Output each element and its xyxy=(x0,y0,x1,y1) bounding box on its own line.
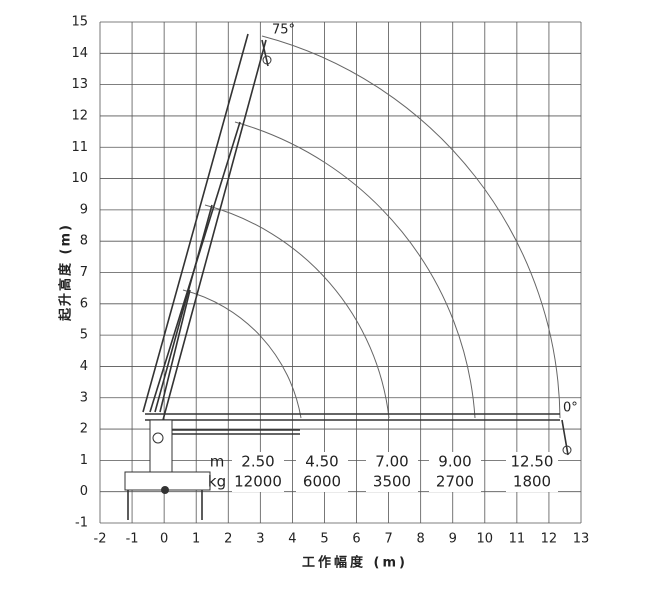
y-tick-label: 4 xyxy=(80,359,88,374)
load-cell: 2700 xyxy=(436,473,474,491)
x-tick-label: 5 xyxy=(320,532,328,547)
y-tick-label: 10 xyxy=(71,171,88,186)
y-axis-label: 起升高度 (m) xyxy=(58,223,74,322)
x-axis-label: 工作幅度 (m) xyxy=(302,555,408,571)
row-label: kg xyxy=(208,473,226,491)
x-tick-label: 2 xyxy=(224,532,232,547)
y-tick-label: 11 xyxy=(71,140,88,155)
y-tick-label: 1 xyxy=(80,453,88,468)
x-tick-label: 1 xyxy=(192,532,200,547)
radius-cell: 2.50 xyxy=(241,453,274,471)
cell-bg xyxy=(506,452,558,492)
y-tick-label: 13 xyxy=(71,77,88,92)
annotation: 75° xyxy=(272,23,295,38)
y-tick-label: 0 xyxy=(80,484,88,499)
row-label: m xyxy=(210,453,225,471)
load-cell: 1800 xyxy=(513,473,551,491)
x-tick-label: 11 xyxy=(509,532,526,547)
y-tick-label: 9 xyxy=(80,202,88,217)
load-cell: 6000 xyxy=(303,473,341,491)
x-tick-label: -2 xyxy=(94,532,107,547)
y-tick-label: 15 xyxy=(71,15,88,30)
y-tick-label: 7 xyxy=(80,265,88,280)
x-tick-label: 10 xyxy=(477,532,494,547)
cell-bg xyxy=(366,452,418,492)
x-tick-label: 7 xyxy=(384,532,392,547)
boom-drawing xyxy=(124,33,572,520)
x-tick-label: 3 xyxy=(256,532,264,547)
load-cell: 3500 xyxy=(373,473,411,491)
radius-cell: 7.00 xyxy=(375,453,408,471)
y-tick-label: 14 xyxy=(71,46,88,61)
radius-cell: 4.50 xyxy=(305,453,338,471)
x-tick-label: 4 xyxy=(288,532,296,547)
x-tick-label: 13 xyxy=(573,532,590,547)
x-tick-label: 6 xyxy=(352,532,360,547)
y-tick-label: 8 xyxy=(80,234,88,249)
x-tick-label: 0 xyxy=(160,532,168,547)
x-tick-label: 12 xyxy=(541,532,558,547)
x-tick-label: 8 xyxy=(417,532,425,547)
load-cell: 12000 xyxy=(234,473,282,491)
y-tick-label: 3 xyxy=(80,390,88,405)
cell-bg xyxy=(429,452,481,492)
radius-cell: 9.00 xyxy=(438,453,471,471)
y-tick-label: -1 xyxy=(75,516,88,531)
y-tick-label: 5 xyxy=(80,328,88,343)
annotation: 0° xyxy=(563,401,578,416)
cell-bg xyxy=(232,452,284,492)
y-tick-label: 6 xyxy=(80,296,88,311)
y-tick-label: 12 xyxy=(71,108,88,123)
x-tick-label: 9 xyxy=(449,532,457,547)
x-tick-label: -1 xyxy=(126,532,139,547)
radius-cell: 12.50 xyxy=(511,453,554,471)
y-tick-label: 2 xyxy=(80,422,88,437)
cell-bg xyxy=(296,452,348,492)
